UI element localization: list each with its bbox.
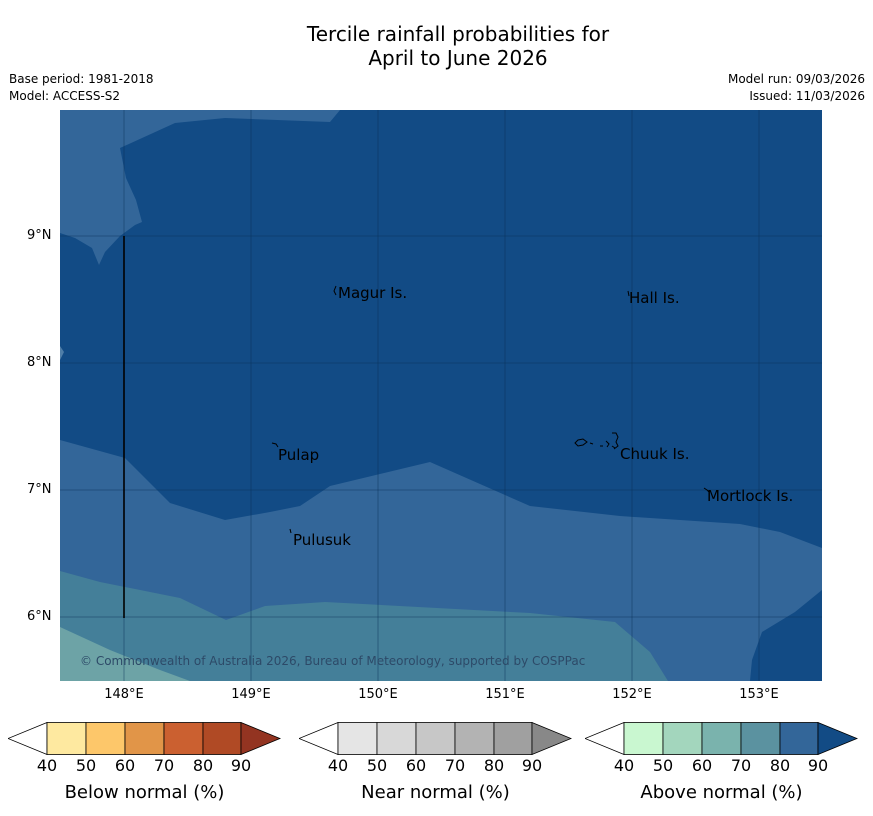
meta-left: Base period: 1981-2018 Model: ACCESS-S2 (9, 71, 154, 105)
lon-label-152e: 152°E (612, 687, 652, 702)
cbar-above-under (585, 722, 625, 755)
cbar-near-seg-1 (337, 722, 378, 755)
tick-near-50: 50 (366, 756, 388, 775)
region-dark-blue-se (750, 590, 822, 681)
tick-near-40: 40 (327, 756, 349, 775)
tick-below-80: 80 (192, 756, 214, 775)
colorbar-above (585, 722, 858, 755)
tick-below-70: 70 (153, 756, 175, 775)
cbar-above-seg-2 (662, 722, 703, 755)
lon-label-153e: 153°E (739, 687, 779, 702)
region-light-wedge (60, 346, 64, 360)
tick-near-60: 60 (405, 756, 427, 775)
cbar-near-seg-5 (493, 722, 533, 755)
lat-label-6n: 6°N (27, 609, 52, 624)
cbar-near-over (531, 722, 572, 755)
cbar-above-seg-3 (701, 722, 742, 755)
tick-near-70: 70 (444, 756, 466, 775)
tick-below-60: 60 (114, 756, 136, 775)
lon-label-149e: 149°E (231, 687, 271, 702)
place-pulap: Pulap (278, 446, 320, 464)
cbar-below-seg-4 (163, 722, 204, 755)
lon-label-151e: 151°E (485, 687, 525, 702)
lon-label-148e: 148°E (104, 687, 144, 702)
chart-title: Tercile rainfall probabilities for April… (0, 22, 873, 70)
colorbar-below-label: Below normal (%) (64, 782, 225, 803)
island-outlines (271, 285, 710, 534)
meta-right: Model run: 09/03/2026 Issued: 11/03/2026 (728, 71, 865, 105)
colorbar-above-label: Above normal (%) (640, 782, 803, 803)
cbar-above-over (817, 722, 858, 755)
cbar-below-seg-2 (85, 722, 126, 755)
cbar-near-seg-4 (454, 722, 495, 755)
place-magur: Magur Is. (338, 284, 408, 302)
cbar-below-seg-3 (124, 722, 165, 755)
cbar-below-under (8, 722, 48, 755)
region-light-teal (60, 627, 190, 681)
tick-below-40: 40 (36, 756, 58, 775)
copyright-credit: © Commonwealth of Australia 2026, Bureau… (80, 654, 586, 668)
cbar-above-seg-1 (623, 722, 664, 755)
model-name: Model: ACCESS-S2 (9, 89, 121, 103)
tick-near-80: 80 (483, 756, 505, 775)
model-run: Model run: 09/03/2026 (727, 72, 865, 86)
place-chuuk: Chuuk Is. (620, 445, 690, 463)
tick-above-60: 60 (691, 756, 713, 775)
colorbar-near-label: Near normal (%) (361, 782, 510, 803)
lat-label-8n: 8°N (27, 355, 52, 370)
tick-above-40: 40 (613, 756, 635, 775)
title-line-2: April to June 2026 (368, 46, 548, 70)
lat-label-7n: 7°N (27, 482, 52, 497)
cbar-near-seg-3 (415, 722, 456, 755)
cbar-above-seg-5 (779, 722, 819, 755)
cbar-near-under (299, 722, 339, 755)
cbar-below-over (240, 722, 281, 755)
tick-above-50: 50 (652, 756, 674, 775)
tick-above-80: 80 (769, 756, 791, 775)
tick-below-50: 50 (75, 756, 97, 775)
cbar-above-seg-4 (740, 722, 781, 755)
region-dark-blue (60, 110, 822, 548)
title-line-1: Tercile rainfall probabilities for (306, 22, 610, 46)
place-pulusuk: Pulusuk (293, 531, 351, 549)
tick-above-70: 70 (730, 756, 752, 775)
base-period: Base period: 1981-2018 (9, 72, 154, 86)
place-hall: Hall Is. (629, 289, 680, 307)
cbar-below-seg-5 (202, 722, 242, 755)
map-canvas (60, 110, 822, 681)
tick-above-90: 90 (807, 756, 829, 775)
lon-label-150e: 150°E (358, 687, 398, 702)
cbar-near-seg-2 (376, 722, 417, 755)
colorbar-near (299, 722, 572, 755)
colorbar-below (8, 722, 281, 755)
tick-below-90: 90 (230, 756, 252, 775)
tick-near-90: 90 (521, 756, 543, 775)
place-mortlock: Mortlock Is. (707, 487, 794, 505)
cbar-below-seg-1 (46, 722, 87, 755)
lat-label-9n: 9°N (27, 228, 52, 243)
region-teal (60, 571, 668, 681)
issued-date: Issued: 11/03/2026 (749, 89, 865, 103)
